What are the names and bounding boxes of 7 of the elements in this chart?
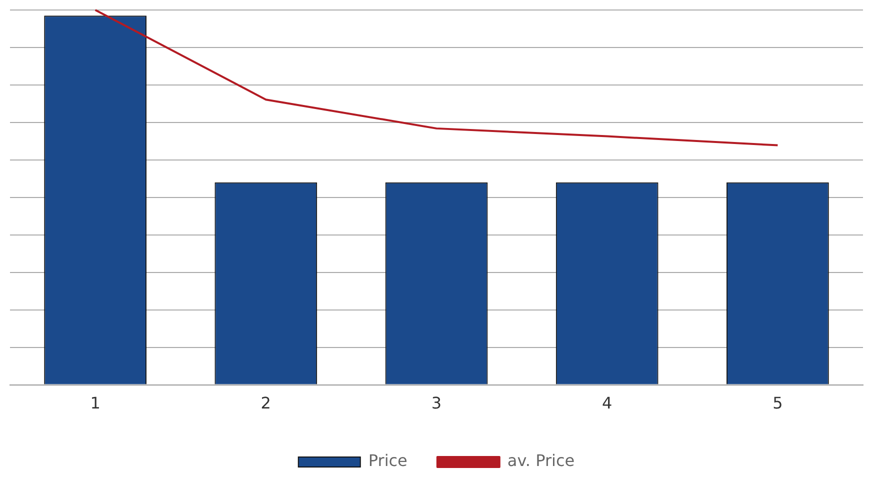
x-tick-label: 4 xyxy=(602,394,612,413)
legend-label: Price xyxy=(368,451,408,470)
x-tick-label: 1 xyxy=(90,394,100,413)
x-tick-label: 3 xyxy=(431,394,442,413)
x-tick-label: 2 xyxy=(260,394,271,413)
x-tick-label: 5 xyxy=(772,394,783,413)
legend-label: av. Price xyxy=(507,451,575,470)
